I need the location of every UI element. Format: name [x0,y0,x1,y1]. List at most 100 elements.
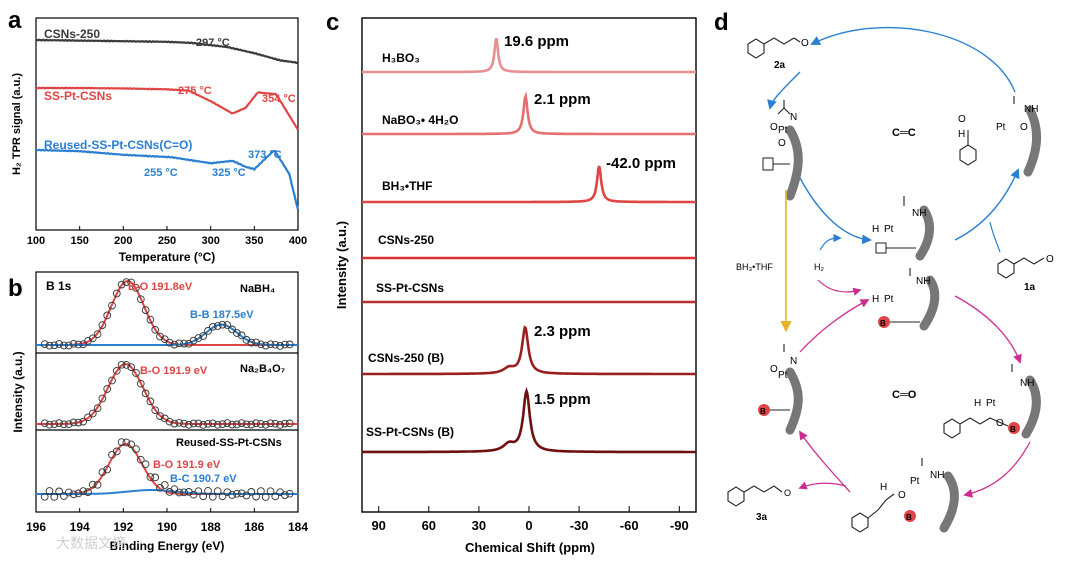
data-point [199,492,208,501]
data-point [69,418,78,427]
data-point [60,420,68,429]
complex-pt-hydride-boron [878,268,940,331]
data-point [266,419,275,428]
data-point [45,341,54,350]
compound-2a [747,37,801,59]
x-tick-label: 150 [70,235,88,247]
atom-o-2a: O [801,38,809,49]
compound-1a [997,257,1045,279]
data-point [194,419,203,428]
data-point [60,341,68,350]
data-point [55,419,63,427]
nmr-trace [362,165,696,204]
data-point [98,468,107,476]
data-point [103,465,112,474]
atom-pt-c6: Pt [986,398,996,409]
atom-pt-c3: Pt [884,224,894,235]
x-tick-label: 200 [114,235,132,247]
x-axis-ticks: 100 150 200 250 300 350 400 [27,226,307,247]
data-point [117,280,126,289]
data-point [122,438,131,447]
label-cc: C═C [892,127,916,139]
atom-nh-c7: NH [930,470,944,481]
data-point [112,447,121,456]
fit-label-bo-1: B-O 191.8eV [128,281,193,293]
data-point [218,420,227,428]
series-label-ss-pt-csns: SS-Pt-CSNs [44,89,112,103]
data-point [276,342,284,350]
data-point [146,397,155,406]
data-point [64,488,73,497]
compound-label-3a: 3a [756,512,768,523]
nmr-trace [362,386,696,454]
data-point [189,419,198,428]
data-point [237,419,246,427]
data-point [117,438,126,446]
data-point [141,389,150,398]
data-point [223,419,232,427]
data-point [160,481,169,489]
data-point [242,491,251,500]
data-point [194,334,203,342]
atom-pt-c7: Pt [910,476,920,487]
series-line-csns250 [35,38,299,65]
data-point [199,332,208,340]
data-point [74,418,83,427]
panel-a-letter: a [8,7,22,34]
data-point [175,418,184,427]
data-point [228,325,236,334]
data-point [208,419,217,428]
atom-nh-c3: NH [912,208,926,219]
data-point [88,480,97,489]
data-point [252,419,260,428]
data-point [233,329,241,337]
cycle-arrow-top [810,26,1016,93]
nmr-trace [362,37,696,74]
arrow-release-3a [798,481,847,490]
trace-label: CSNs-250 (B) [368,351,444,365]
atom-n-c1: N [790,112,797,123]
nmr-labels: H₃BO₃ 19.6 ppm NaBO₃• 4H₂O 2.1 ppm BH₃•THF -4… [366,33,676,439]
x-tick-label: 192 [113,520,133,534]
data-point [218,492,227,501]
data-point [165,488,174,496]
x-axis-label: Temperature (°C) [119,250,216,264]
series-line-ss-pt-csns [35,86,299,131]
data-point [233,420,241,429]
data-point [40,419,49,428]
data-point [247,338,256,347]
panel-b: b B 1s NaBH₄ B-O 191.8eV B-B 187.5eV Na₂… [8,271,308,553]
x-tick-label: 30 [472,518,486,533]
y-axis-label: Intensity (a.u.) [334,221,349,309]
peak-label-354: 354 °C [262,93,296,105]
atom-o-c1: O [770,122,778,133]
data-point [79,417,88,426]
data-point [281,419,289,428]
atom-o-c2: O [1020,122,1028,133]
data-point [208,492,217,501]
data-point [213,420,222,429]
data-point [213,322,222,330]
atom-pt-c1: Pt [778,125,788,136]
x-tick-label: 300 [201,235,219,247]
x-tick-label: 60 [422,518,436,533]
data-point [242,420,251,429]
x-tick-label: -90 [670,518,689,533]
trace-label: H₃BO₃ [382,51,420,65]
data-point [165,338,174,347]
x-tick-label: 400 [289,235,307,247]
data-point [199,421,208,429]
data-point [136,379,145,388]
arrow-1a-in [989,221,1001,253]
arrow-borylated-to-hydride [799,299,870,353]
x-tick-label: 188 [201,520,221,534]
data-point [204,327,212,335]
data-point [69,339,78,348]
data-point [40,492,49,501]
nmr-traces [362,37,696,454]
peak-label-373: 373 °C [248,149,282,161]
cycle-arrow-to-alkene [954,168,1020,241]
data-point [74,340,83,349]
panel-d: d O 2a O N Pt O [714,9,1054,533]
